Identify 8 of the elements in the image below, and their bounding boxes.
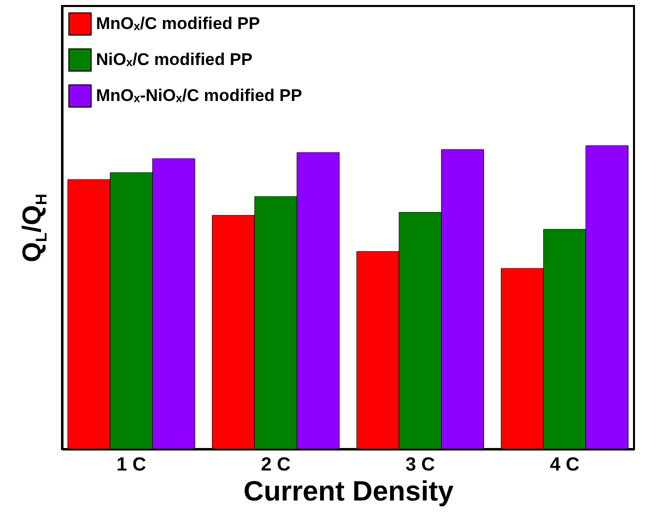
legend-label: MnOₓ/C modified PP [96, 14, 260, 33]
x-tick-label: 3 C [405, 454, 436, 476]
legend-label: NiOₓ/C modified PP [96, 50, 252, 69]
x-tick-label: 1 C [116, 454, 146, 476]
x-tick-label: 2 C [260, 454, 291, 476]
x-axis-title: Current Density [243, 476, 454, 506]
legend-label: MnOₓ-NiOₓ/C modified PP [96, 86, 302, 105]
x-tick-label: 4 C [550, 454, 580, 476]
